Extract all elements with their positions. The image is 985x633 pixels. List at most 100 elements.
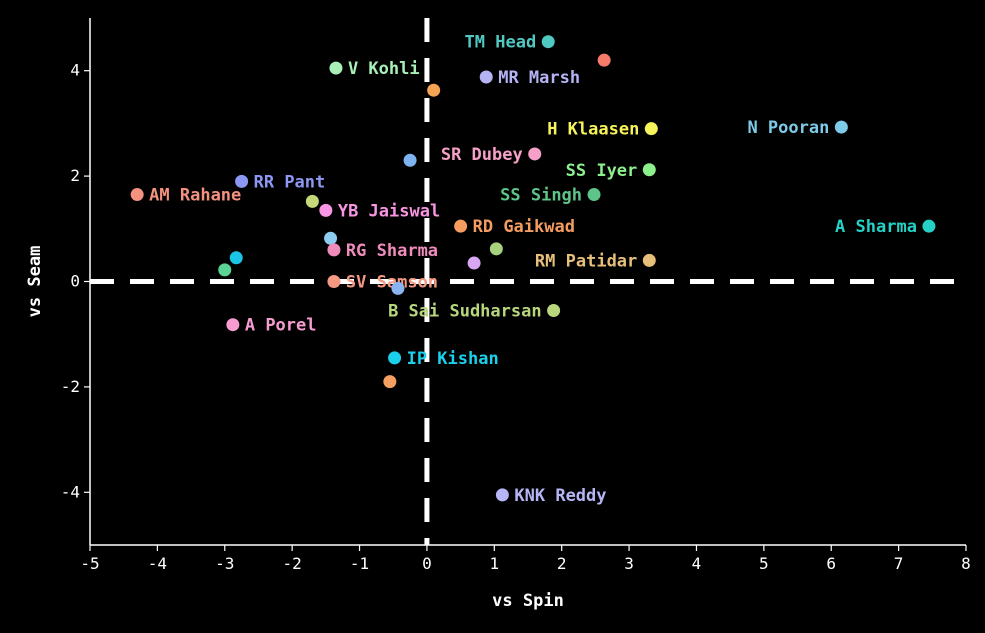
data-point: KNK Reddy: [495, 486, 607, 506]
point-label: SR Dubey: [441, 145, 523, 165]
point-marker: [319, 203, 333, 217]
y-tick-label: 2: [70, 166, 80, 185]
data-point: N Pooran: [747, 118, 848, 138]
x-tick-label: 2: [557, 554, 567, 573]
point-marker: [388, 351, 402, 365]
x-tick-label: 6: [826, 554, 836, 573]
point-label: V Kohli: [348, 59, 420, 79]
data-point: TM Head: [465, 33, 555, 53]
point-marker: [403, 153, 417, 167]
point-marker: [454, 219, 468, 233]
point-label: A Porel: [245, 316, 317, 336]
y-tick-label: -4: [61, 482, 80, 501]
data-point: [383, 375, 397, 389]
point-label: TM Head: [465, 33, 537, 53]
data-point: [391, 281, 405, 295]
point-marker: [541, 35, 555, 49]
point-marker: [229, 251, 243, 265]
data-point: A Porel: [226, 316, 317, 336]
x-tick-label: 8: [961, 554, 971, 573]
data-point: SS Iyer: [566, 161, 656, 181]
data-point: RD Gaikwad: [454, 217, 575, 237]
point-marker: [324, 231, 338, 245]
point-marker: [226, 318, 240, 332]
point-label: SS Iyer: [566, 161, 638, 181]
data-point: SS Singh: [500, 186, 601, 206]
axes: -5 -4 -3 -2 -1 0 1 2 3 4 5 6 7 8 -4 -2 0 2 4: [61, 18, 971, 573]
point-marker: [597, 53, 611, 67]
y-axis-title: vs Seam: [25, 246, 45, 318]
data-point: RM Patidar: [535, 251, 656, 271]
x-tick-label: 5: [759, 554, 769, 573]
point-marker: [467, 256, 481, 270]
point-marker: [495, 488, 509, 502]
data-point: [467, 256, 481, 270]
y-tick-label: 0: [70, 272, 80, 291]
point-marker: [834, 120, 848, 134]
x-tick-label: 0: [422, 554, 432, 573]
data-point: [229, 251, 243, 265]
point-marker: [547, 303, 561, 317]
y-tick-label: -2: [61, 377, 80, 396]
x-tick-label: -2: [283, 554, 302, 573]
data-point: MR Marsh: [479, 68, 580, 88]
point-label: YB Jaiswal: [338, 201, 440, 221]
point-marker: [305, 194, 319, 208]
x-tick-label: -3: [215, 554, 234, 573]
x-tick-label: 3: [624, 554, 634, 573]
data-point: YB Jaiswal: [319, 201, 440, 221]
point-label: A Sharma: [835, 217, 917, 237]
point-marker: [642, 163, 656, 177]
y-tick-label: 4: [70, 61, 80, 80]
point-marker: [383, 375, 397, 389]
data-point: [597, 53, 611, 67]
data-point: V Kohli: [329, 59, 420, 79]
point-marker: [235, 174, 249, 188]
point-label: AM Rahane: [149, 186, 241, 206]
point-marker: [479, 70, 493, 84]
point-marker: [218, 263, 232, 277]
x-tick-label: 1: [489, 554, 499, 573]
data-point: [489, 242, 503, 256]
data-point: H Klaasen: [547, 120, 658, 140]
point-label: RD Gaikwad: [473, 217, 575, 237]
data-points: TM Head V Kohli MR Marsh H Klaasen N Pooran S…: [130, 33, 936, 506]
point-marker: [427, 83, 441, 97]
x-tick-label: -5: [80, 554, 99, 573]
x-tick-label: 7: [894, 554, 904, 573]
point-label: KNK Reddy: [514, 486, 606, 506]
x-tick-label: 4: [692, 554, 702, 573]
x-axis-title: vs Spin: [492, 591, 564, 611]
point-label: RM Patidar: [535, 251, 637, 271]
reference-lines: [90, 18, 966, 545]
x-tick-label: -4: [148, 554, 167, 573]
data-point: [403, 153, 417, 167]
point-label: N Pooran: [747, 118, 829, 138]
point-label: IP Kishan: [407, 349, 499, 369]
data-point: A Sharma: [835, 217, 936, 237]
point-marker: [642, 253, 656, 267]
data-point: [427, 83, 441, 97]
point-marker: [587, 188, 601, 202]
x-ticks: -5 -4 -3 -2 -1 0 1 2 3 4 5 6 7 8: [80, 545, 971, 573]
point-marker: [130, 188, 144, 202]
point-marker: [922, 219, 936, 233]
point-marker: [528, 147, 542, 161]
point-label: RR Pant: [254, 172, 326, 192]
point-marker: [644, 122, 658, 136]
point-label: H Klaasen: [547, 120, 639, 140]
point-label: RG Sharma: [346, 241, 438, 261]
y-ticks: -4 -2 0 2 4: [61, 61, 90, 501]
point-label: SS Singh: [500, 186, 582, 206]
point-marker: [391, 281, 405, 295]
point-label: MR Marsh: [498, 68, 580, 88]
data-point: RG Sharma: [327, 241, 438, 261]
data-point: IP Kishan: [388, 349, 499, 369]
data-point: RR Pant: [235, 172, 325, 192]
data-point: AM Rahane: [130, 186, 241, 206]
data-point: SV Samson: [327, 273, 438, 293]
x-tick-label: -1: [350, 554, 369, 573]
data-point: [218, 263, 232, 277]
point-marker: [329, 61, 343, 75]
